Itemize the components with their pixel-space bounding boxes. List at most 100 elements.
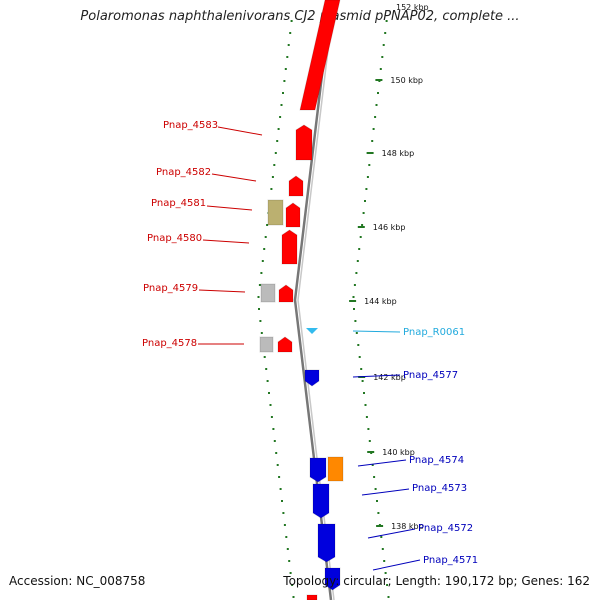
ruler-dot — [367, 428, 370, 430]
ruler-dot — [273, 440, 276, 442]
gene-label: Pnap_4582 — [156, 167, 211, 178]
ruler-dot — [364, 200, 366, 202]
ruler-dot — [260, 272, 263, 274]
gene-label: Pnap_4579 — [143, 283, 198, 294]
ruler-dot — [371, 464, 374, 466]
tick-label: 142 kbp — [373, 373, 406, 382]
gene-pnap-4583-glyph — [295, 124, 313, 161]
ruler-dot — [380, 536, 383, 538]
gene-label: Pnap_4571 — [423, 555, 478, 566]
ruler-dot — [372, 128, 375, 130]
ruler-dot — [279, 116, 282, 118]
ruler-dot — [265, 368, 268, 370]
ruler-dot — [360, 368, 363, 370]
ruler-dot — [364, 404, 367, 406]
rna-pnap-r0061-glyph — [306, 328, 318, 334]
ruler-dot — [291, 584, 294, 586]
gene-leader-line — [367, 528, 416, 539]
ruler-dot — [358, 248, 361, 250]
orange-gene-glyph — [327, 456, 344, 482]
ruler-dot — [270, 188, 273, 190]
ruler-dot — [358, 356, 361, 358]
ruler-dot — [365, 188, 368, 190]
ruler-dot — [266, 224, 269, 226]
ruler-dot — [272, 428, 275, 430]
ruler-dot — [354, 320, 357, 322]
gene-leader-line — [206, 205, 253, 211]
ruler-dot — [289, 572, 292, 574]
ruler-dot — [381, 56, 384, 58]
kbp-ticks: 150 kbp 148 kbp 146 kbp 144 kbp 142 kbp 140 k… — [349, 3, 429, 531]
tick-mark — [375, 79, 383, 81]
ruler-dot — [269, 404, 272, 406]
ruler-dot — [260, 332, 263, 334]
gene-pnap-4581-glyph — [285, 202, 301, 228]
ruler-dot — [289, 32, 292, 34]
tick-label: 140 kbp — [382, 448, 415, 457]
ruler-dot — [362, 212, 365, 214]
topology-summary: Topology: circular; Length: 190,172 bp; … — [283, 574, 590, 588]
gene-leader-line — [361, 488, 410, 496]
gene-label: Pnap_4573 — [412, 483, 467, 494]
ruler-dot — [377, 512, 380, 514]
tick-mark — [367, 451, 375, 453]
ruler-dot — [257, 296, 260, 298]
ruler-dot — [281, 500, 283, 502]
gene-leader-line — [352, 330, 401, 333]
ruler-dot — [290, 20, 293, 22]
gene-pnap-4571-glyph — [324, 567, 341, 591]
ruler-dot — [274, 152, 277, 154]
ruler-dot — [357, 344, 360, 346]
gene-leader-line — [202, 239, 250, 244]
ruler-dot — [377, 92, 379, 94]
ruler-dot — [285, 536, 288, 538]
ruler-dot — [365, 416, 368, 418]
ruler-dot — [373, 476, 376, 478]
ruler-dot — [292, 596, 295, 598]
ruler-dot — [384, 572, 387, 574]
gene-pnap-4579-glyph — [278, 284, 294, 303]
ruler-dot — [361, 380, 364, 382]
gene-pnap-4573-glyph — [312, 483, 330, 519]
ruler-dot — [356, 260, 359, 262]
ruler-dot — [282, 92, 284, 94]
gene-leader-line — [217, 126, 263, 136]
ruler-dot — [386, 584, 389, 586]
ruler-dot — [263, 248, 266, 250]
ruler-dot — [286, 56, 289, 58]
gene-label: Pnap_4583 — [163, 120, 218, 131]
forward-gene-block — [299, 0, 341, 111]
ruler-dot — [368, 440, 371, 442]
ruler-dot — [259, 320, 262, 322]
ruler-dot — [258, 308, 260, 310]
gene-label: Pnap_4578 — [142, 338, 197, 349]
gene-leader-line — [352, 374, 401, 378]
tick-label: 144 kbp — [364, 297, 397, 306]
ruler-dot — [374, 488, 377, 490]
ruler-dot — [264, 236, 267, 238]
ruler-dot — [353, 308, 355, 310]
ruler-dot — [385, 20, 388, 22]
tick-mark — [357, 226, 365, 228]
gene-labels: Pnap_4583 Pnap_4582 Pnap_4581 Pnap_4580 Pnap… — [142, 120, 478, 571]
ruler-dot — [268, 392, 270, 394]
gene-label: Pnap_4574 — [409, 455, 464, 466]
accession-text: Accession: NC_008758 — [9, 574, 146, 588]
tick-label: 146 kbp — [373, 223, 406, 232]
ruler-dot — [363, 392, 365, 394]
ruler-dot — [283, 80, 286, 82]
tick-label: 138 kbp — [391, 522, 424, 531]
gene-leader-line — [198, 289, 246, 293]
ruler-dot — [381, 548, 384, 550]
gene-leader-line — [357, 459, 407, 467]
ruler-dot — [276, 140, 279, 142]
gene-features — [259, 0, 344, 600]
gene-label: Pnap_4580 — [147, 233, 202, 244]
ruler-dot — [359, 236, 362, 238]
ruler-dot — [288, 560, 291, 562]
tick-mark — [376, 525, 384, 527]
ruler-dot — [384, 32, 387, 34]
gene-label: Pnap_4572 — [418, 523, 473, 534]
ruler-dot — [282, 512, 285, 514]
